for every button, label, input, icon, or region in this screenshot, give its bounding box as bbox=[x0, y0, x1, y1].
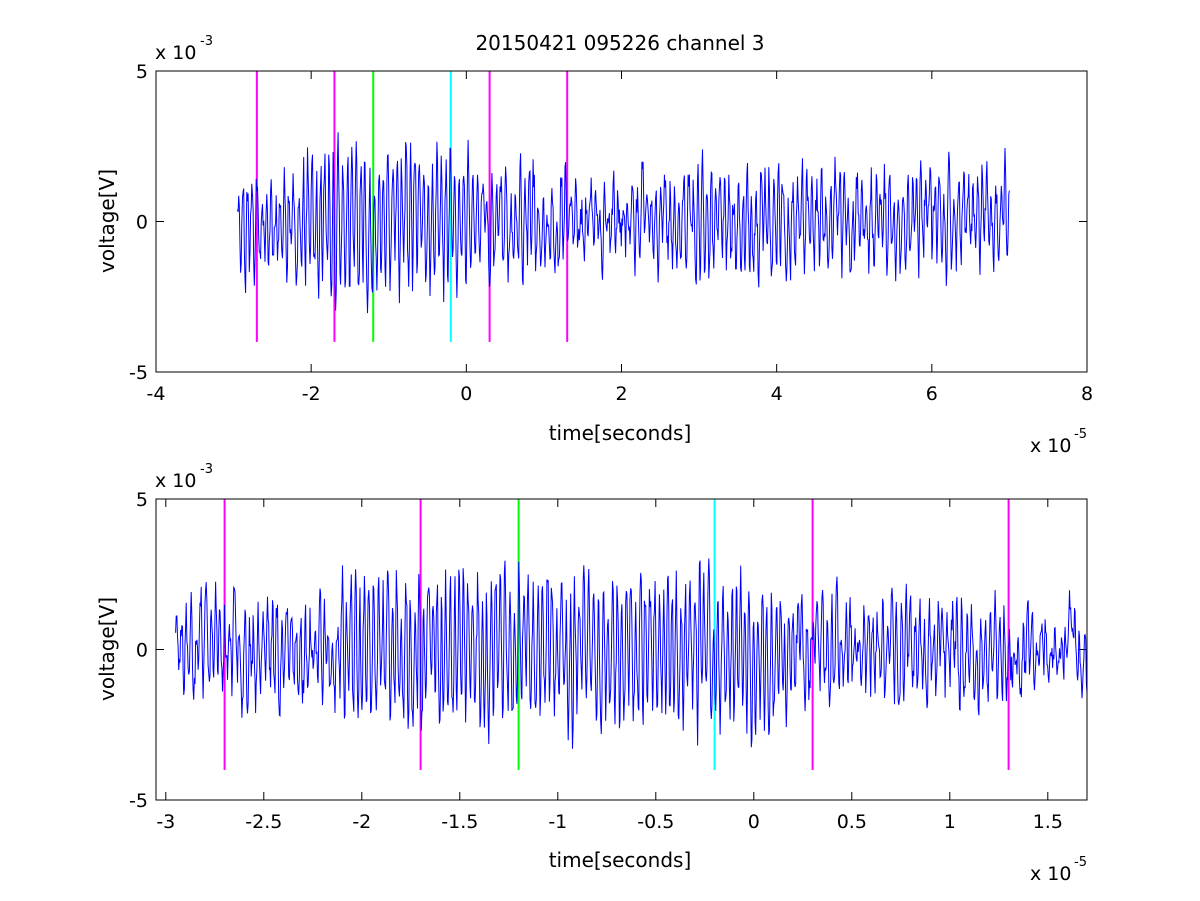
x-tick-label: -0.5 bbox=[637, 811, 674, 833]
x-tick-label: -2 bbox=[352, 811, 371, 833]
chart-title: 20150421 095226 channel 3 bbox=[475, 31, 764, 55]
axis-ticks: -3 -2.5 -2 -1.5 -1 -0.5 0 0.5 1 1.5 -5 0 5 bbox=[129, 489, 1087, 833]
svg-text:x 10: x 10 bbox=[155, 42, 196, 64]
y-axis-label: voltage[V] bbox=[95, 169, 119, 273]
svg-text:x 10: x 10 bbox=[1030, 863, 1071, 885]
y-tick-label: 0 bbox=[136, 640, 148, 662]
x-tick-label: -1 bbox=[548, 811, 567, 833]
axes-frame bbox=[155, 70, 1088, 373]
x-tick-label: 1.5 bbox=[1033, 811, 1063, 833]
x-tick-label: -1.5 bbox=[441, 811, 478, 833]
x-tick-label: -2.5 bbox=[245, 811, 282, 833]
svg-text:x 10: x 10 bbox=[155, 470, 196, 492]
y-axis-label: voltage[V] bbox=[95, 597, 119, 701]
x-tick-label: 0 bbox=[460, 383, 472, 405]
y-tick-label: 0 bbox=[136, 212, 148, 234]
x-tick-label: -2 bbox=[302, 383, 321, 405]
x-scale-label: x 10 -5 bbox=[1030, 427, 1087, 457]
y-tick-label: 5 bbox=[136, 489, 148, 511]
x-tick-label: 0 bbox=[748, 811, 760, 833]
event-markers bbox=[255, 71, 569, 342]
svg-text:-3: -3 bbox=[200, 462, 213, 477]
voltage-trace bbox=[237, 132, 1010, 314]
svg-text:-5: -5 bbox=[1074, 855, 1087, 870]
voltage-trace bbox=[175, 558, 1088, 749]
x-tick-label: 1 bbox=[944, 811, 956, 833]
svg-text:x 10: x 10 bbox=[1030, 435, 1071, 457]
y-tick-label: -5 bbox=[129, 790, 148, 812]
x-scale-label: x 10 -5 bbox=[1030, 855, 1087, 885]
axes-frame bbox=[155, 498, 1088, 801]
y-scale-label: x 10 -3 bbox=[155, 462, 213, 492]
svg-text:-5: -5 bbox=[1074, 427, 1087, 442]
x-tick-label: 2 bbox=[615, 383, 627, 405]
x-axis-label: time[seconds] bbox=[549, 421, 692, 445]
x-tick-label: -4 bbox=[147, 383, 166, 405]
x-tick-label: 6 bbox=[926, 383, 938, 405]
y-scale-label: x 10 -3 bbox=[155, 34, 213, 64]
x-tick-label: 0.5 bbox=[837, 811, 867, 833]
x-tick-label: 8 bbox=[1081, 383, 1093, 405]
x-tick-label: -3 bbox=[156, 811, 175, 833]
top-plot: 20150421 095226 channel 3 x 10 -3 x 10 -… bbox=[95, 31, 1093, 457]
x-tick-label: 4 bbox=[771, 383, 783, 405]
bottom-plot: x 10 -3 x 10 -5 time[seconds] voltage[V]… bbox=[95, 462, 1088, 885]
x-axis-label: time[seconds] bbox=[549, 848, 692, 872]
svg-text:-3: -3 bbox=[200, 34, 213, 49]
y-tick-label: -5 bbox=[129, 362, 148, 384]
y-tick-label: 5 bbox=[136, 61, 148, 83]
